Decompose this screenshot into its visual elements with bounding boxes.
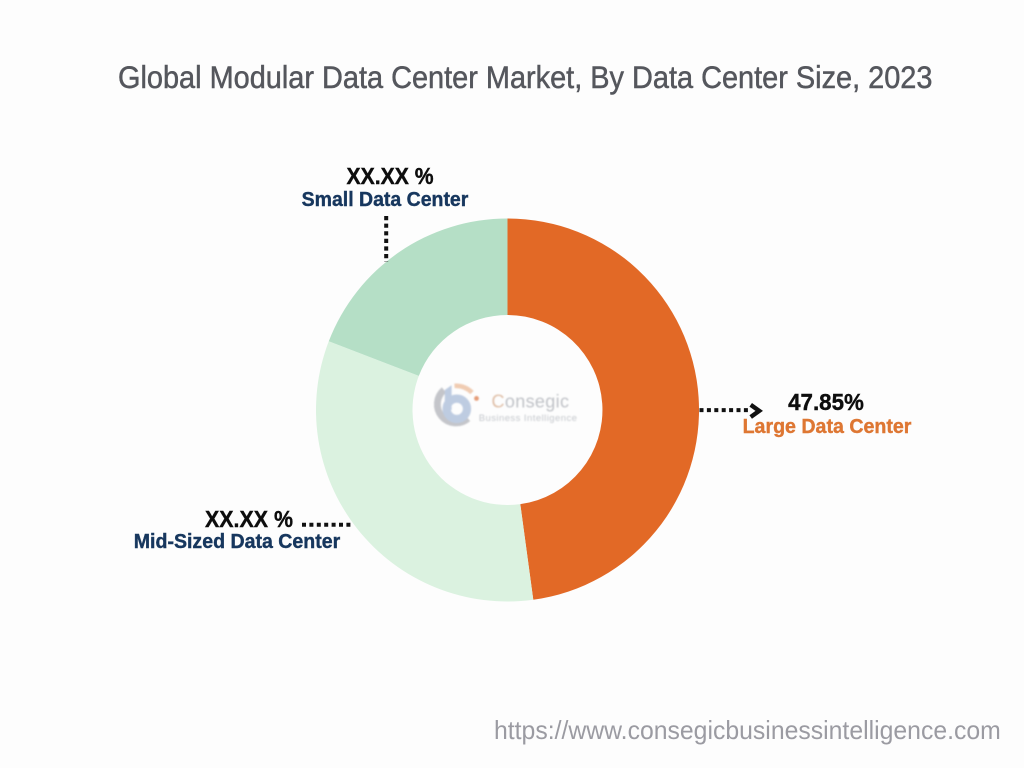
svg-text:Consegic: Consegic <box>492 392 570 412</box>
svg-text:Business Intelligence: Business Intelligence <box>479 413 578 424</box>
